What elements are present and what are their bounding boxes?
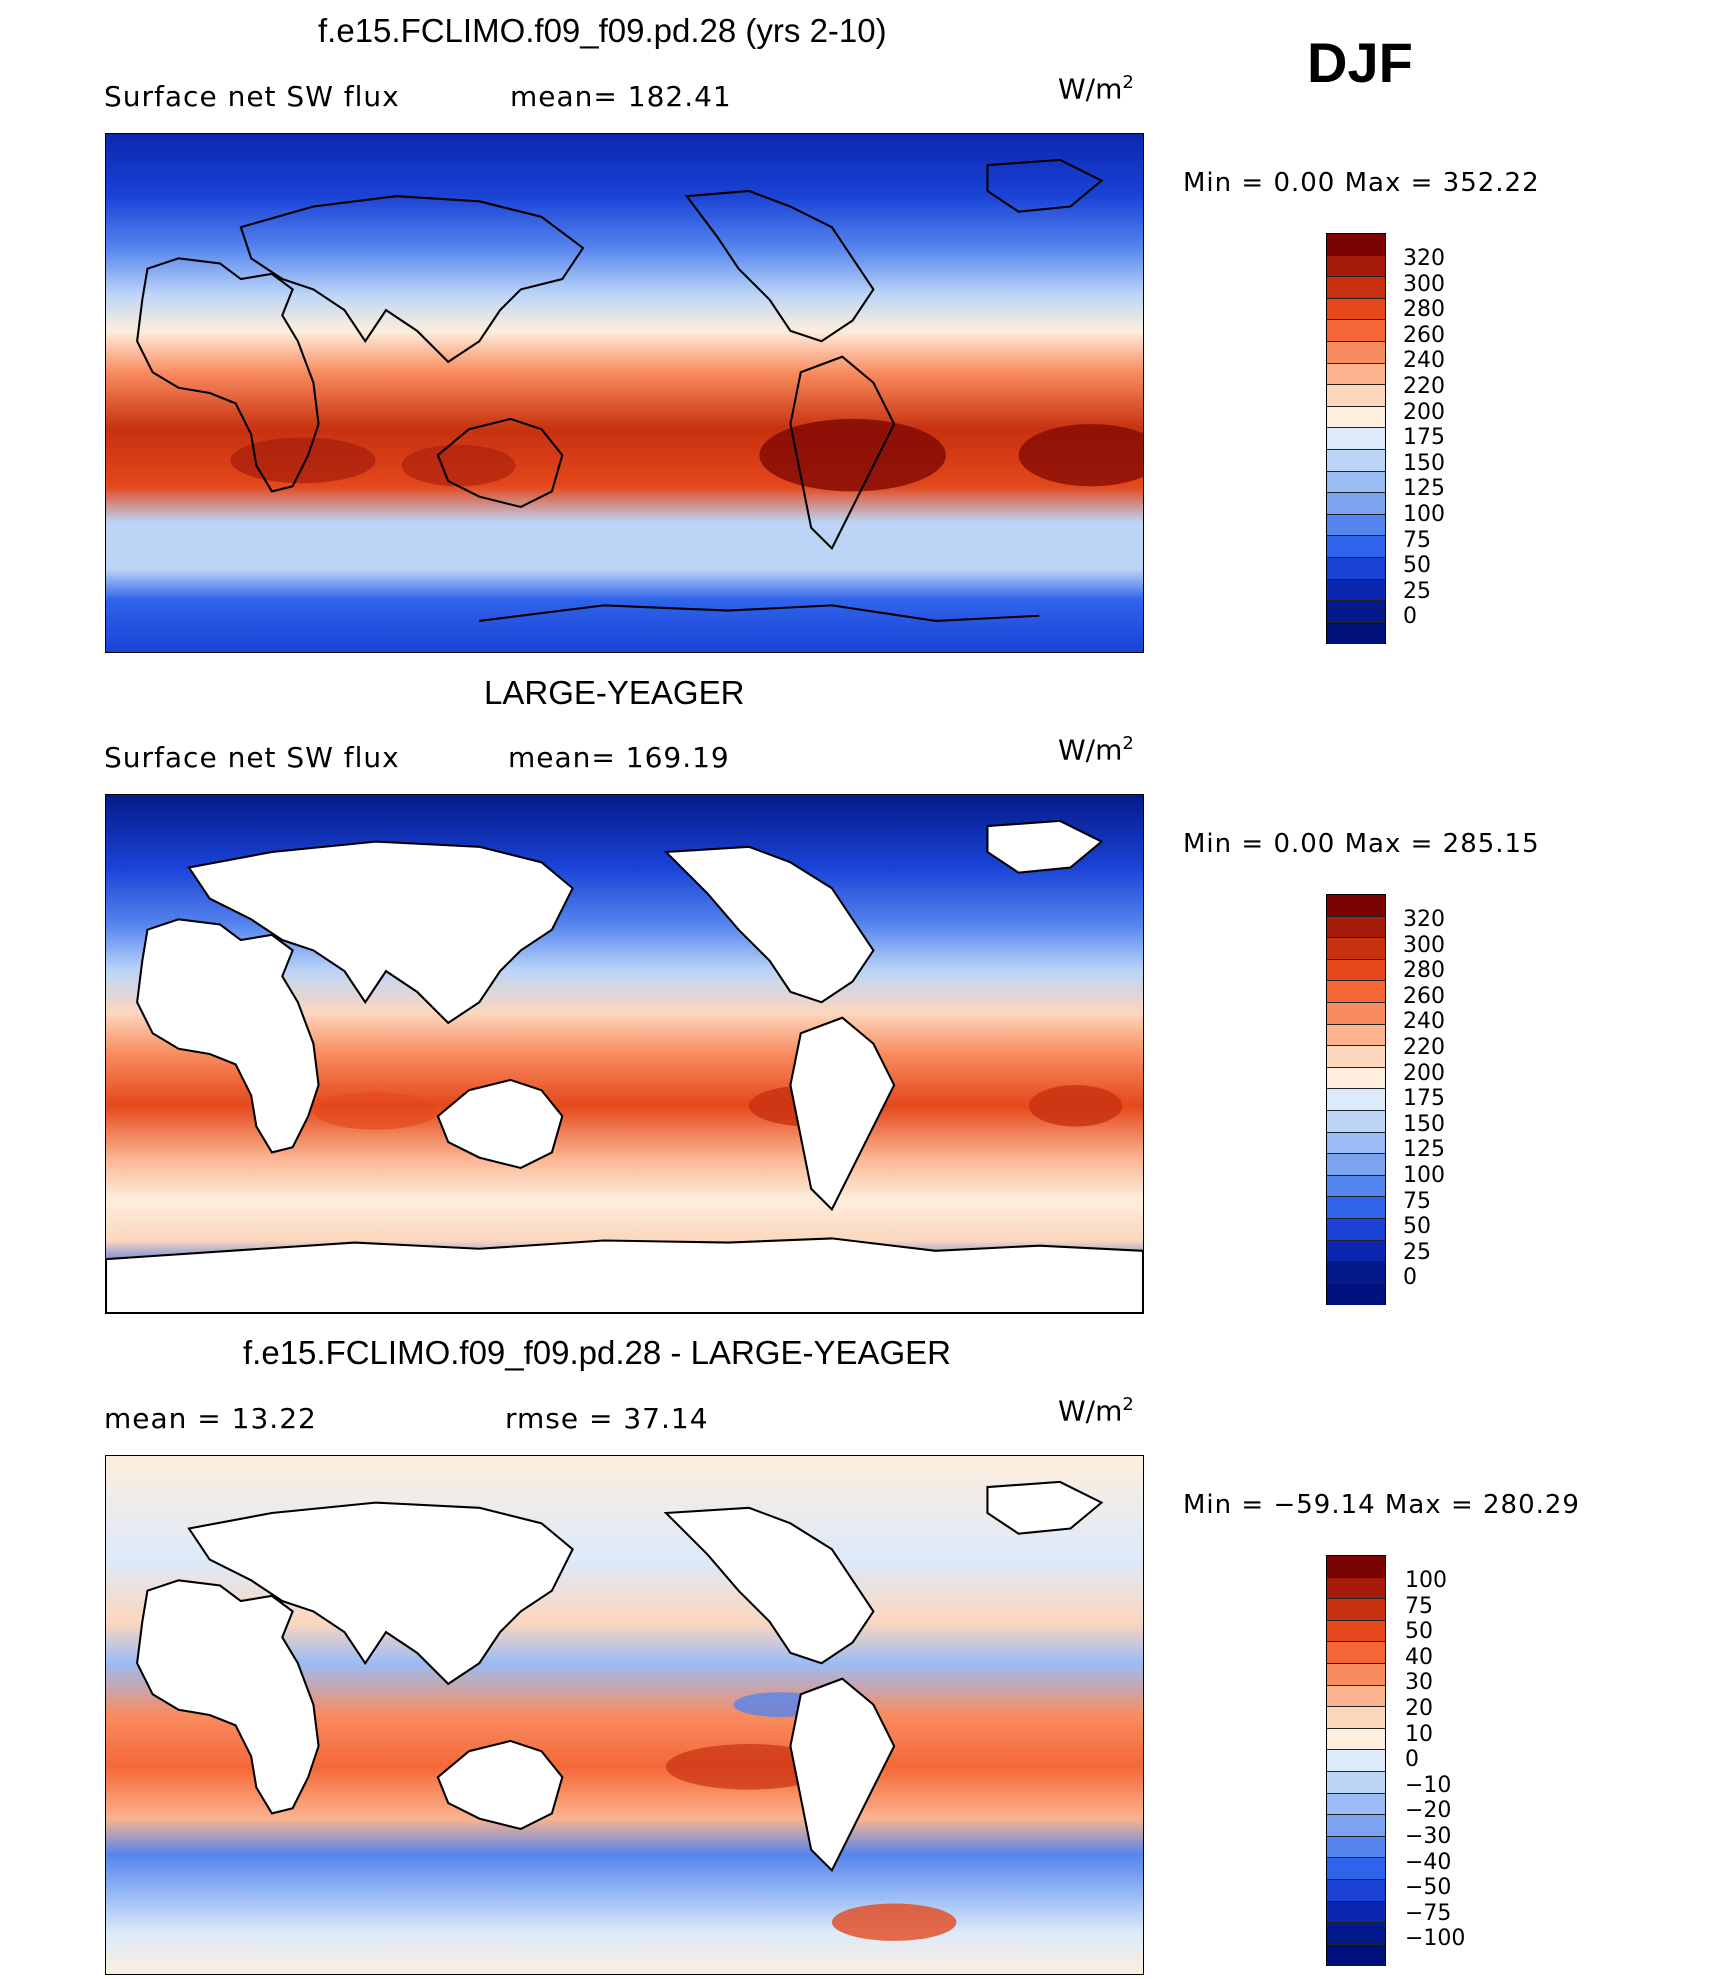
panel-3-rmse-label: rmse = 37.14 <box>505 1402 709 1435</box>
panel-2-mean-label: mean= 169.19 <box>508 741 730 774</box>
colorbar-tick: −40 <box>1405 1849 1452 1875</box>
colorbar-tick: 20 <box>1405 1695 1433 1721</box>
colorbar-tick: 240 <box>1403 348 1445 374</box>
panel-2-colorbar <box>1326 894 1386 1306</box>
panel-3-mean-label: mean = 13.22 <box>104 1402 317 1435</box>
colorbar-tick: 220 <box>1403 373 1445 399</box>
colorbar-tick: −75 <box>1405 1900 1452 1926</box>
panel-2-variable-label: Surface net SW flux <box>104 741 400 774</box>
colorbar-tick: 300 <box>1403 271 1445 297</box>
panel-3-title: f.e15.FCLIMO.f09_f09.pd.28 - LARGE-YEAGE… <box>243 1334 951 1371</box>
colorbar-tick: 240 <box>1403 1009 1445 1035</box>
colorbar-tick: 40 <box>1405 1644 1433 1670</box>
panel-3-colorbar-ticks: 100 75 50 40 30 20 10 0 −10 −20 −30 −40 … <box>1405 1570 1465 1954</box>
colorbar-tick: 220 <box>1403 1034 1445 1060</box>
colorbar-tick: 0 <box>1403 1265 1417 1291</box>
panel-3-map <box>105 1455 1144 1975</box>
colorbar-tick: 260 <box>1403 983 1445 1009</box>
panel-2-colorbar-ticks: 320 300 280 260 240 220 200 175 150 125 … <box>1403 909 1445 1293</box>
colorbar-tick: 50 <box>1405 1619 1433 1645</box>
colorbar-tick: 175 <box>1403 425 1445 451</box>
season-label: DJF <box>1307 31 1413 94</box>
colorbar-tick: 200 <box>1403 399 1445 425</box>
colorbar-tick: 150 <box>1403 450 1445 476</box>
colorbar-tick: 75 <box>1403 527 1431 553</box>
panel-2-units: W/m2 <box>1058 733 1134 767</box>
panel-3-min-max: Min = −59.14 Max = 280.29 <box>1183 1490 1580 1520</box>
colorbar-tick: −50 <box>1405 1875 1452 1901</box>
colorbar-tick: 75 <box>1405 1593 1433 1619</box>
colorbar-tick: 50 <box>1403 553 1431 579</box>
colorbar-tick: 100 <box>1405 1568 1447 1593</box>
colorbar-tick: 50 <box>1403 1214 1431 1240</box>
panel-1-colorbar <box>1326 233 1386 645</box>
colorbar-tick: −30 <box>1405 1823 1452 1849</box>
colorbar-tick: 25 <box>1403 578 1431 604</box>
colorbar-tick: 75 <box>1403 1188 1431 1214</box>
colorbar-tick: 175 <box>1403 1086 1445 1112</box>
colorbar-tick: 300 <box>1403 932 1445 958</box>
colorbar-tick: 125 <box>1403 476 1445 502</box>
colorbar-tick: 280 <box>1403 297 1445 323</box>
colorbar-tick: 10 <box>1405 1721 1433 1747</box>
panel-1-mean-label: mean= 182.41 <box>510 80 732 113</box>
colorbar-tick: 200 <box>1403 1060 1445 1086</box>
colorbar-tick: 320 <box>1403 907 1445 932</box>
panel-2-map <box>105 794 1144 1314</box>
colorbar-tick: 280 <box>1403 958 1445 984</box>
colorbar-tick: 320 <box>1403 246 1445 271</box>
panel-1-colorbar-ticks: 320 300 280 260 240 220 200 175 150 125 … <box>1403 248 1445 632</box>
colorbar-tick: 260 <box>1403 322 1445 348</box>
panel-1-title: f.e15.FCLIMO.f09_f09.pd.28 (yrs 2-10) <box>318 12 887 49</box>
panel-3-units: W/m2 <box>1058 1394 1134 1428</box>
colorbar-tick: −20 <box>1405 1798 1452 1824</box>
panel-1-units: W/m2 <box>1058 72 1134 106</box>
colorbar-tick: −100 <box>1405 1926 1466 1952</box>
colorbar-tick: 100 <box>1403 1162 1445 1188</box>
colorbar-tick: 150 <box>1403 1111 1445 1137</box>
panel-2-title: LARGE-YEAGER <box>484 674 745 711</box>
colorbar-tick: 100 <box>1403 501 1445 527</box>
colorbar-tick: 0 <box>1405 1747 1419 1773</box>
colorbar-tick: 30 <box>1405 1670 1433 1696</box>
colorbar-tick: −10 <box>1405 1772 1452 1798</box>
colorbar-tick: 25 <box>1403 1239 1431 1265</box>
panel-1-map <box>105 133 1144 653</box>
colorbar-tick: 0 <box>1403 604 1417 630</box>
colorbar-tick: 125 <box>1403 1137 1445 1163</box>
panel-1-min-max: Min = 0.00 Max = 352.22 <box>1183 168 1540 198</box>
panel-2-min-max: Min = 0.00 Max = 285.15 <box>1183 829 1540 859</box>
panel-1-variable-label: Surface net SW flux <box>104 80 400 113</box>
panel-3-colorbar <box>1326 1555 1386 1967</box>
